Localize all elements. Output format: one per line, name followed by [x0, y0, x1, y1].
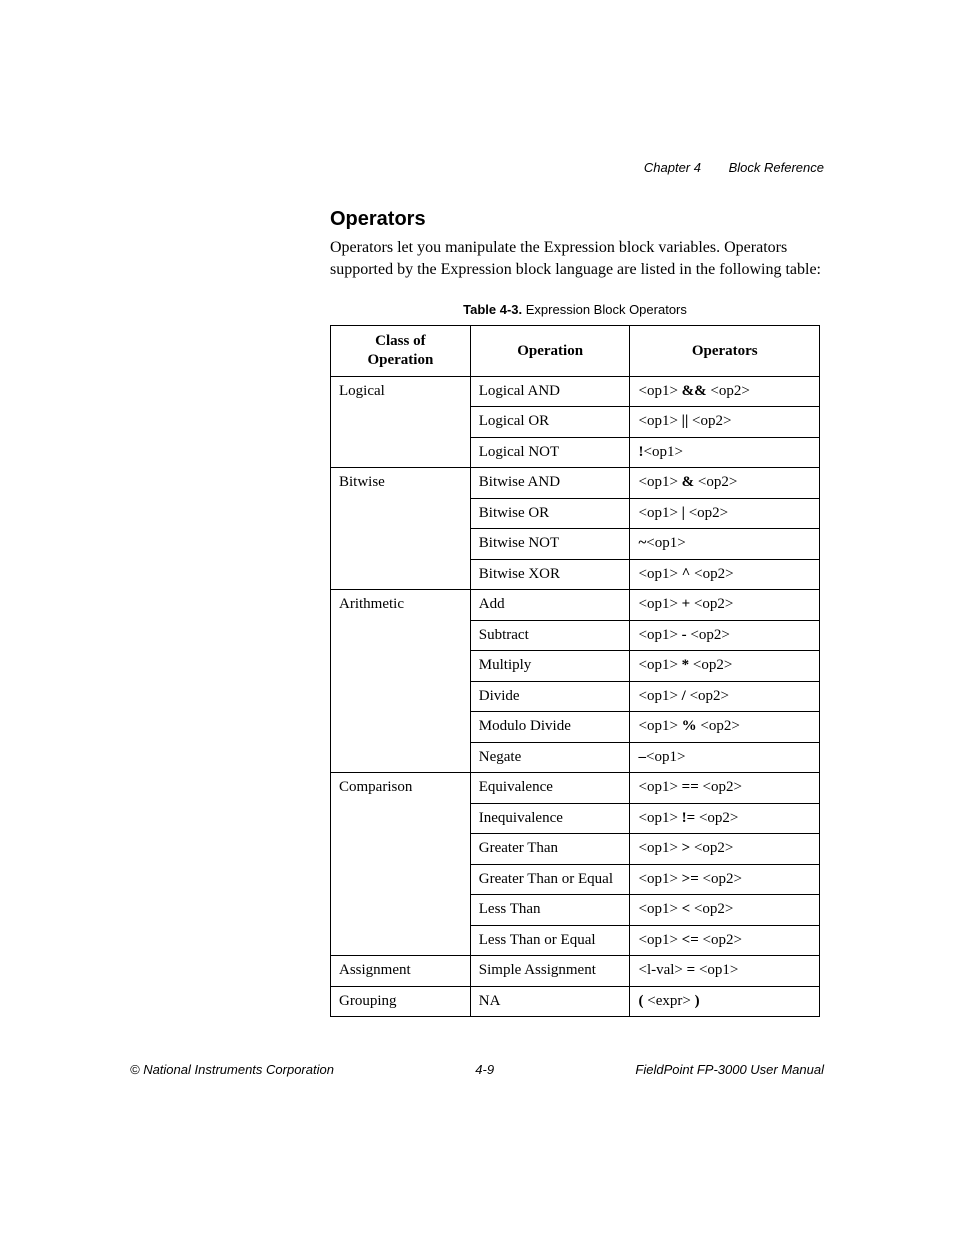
table-row: LogicalLogical AND<op1> && <op2>	[331, 376, 820, 407]
table-row: BitwiseBitwise AND<op1> & <op2>	[331, 468, 820, 499]
class-cell: Comparison	[331, 773, 471, 956]
operation-cell: Add	[470, 590, 630, 621]
operator-cell: <op1> % <op2>	[630, 712, 820, 743]
operator-cell: <op1> / <op2>	[630, 681, 820, 712]
running-head: Chapter 4 Block Reference	[644, 160, 824, 175]
table-caption: Table 4-3. Expression Block Operators	[330, 302, 820, 317]
table-row: ArithmeticAdd<op1> + <op2>	[331, 590, 820, 621]
operator-cell: <op1> ^ <op2>	[630, 559, 820, 590]
operation-cell: Divide	[470, 681, 630, 712]
table-row: ComparisonEquivalence<op1> == <op2>	[331, 773, 820, 804]
running-head-title: Block Reference	[729, 160, 824, 175]
operator-cell: <op1> > <op2>	[630, 834, 820, 865]
operator-cell: <op1> & <op2>	[630, 468, 820, 499]
operator-cell: <op1> * <op2>	[630, 651, 820, 682]
operation-cell: Inequivalence	[470, 803, 630, 834]
operation-cell: Negate	[470, 742, 630, 773]
operator-cell: ~<op1>	[630, 529, 820, 560]
operator-cell: <op1> && <op2>	[630, 376, 820, 407]
operator-cell: <op1> | <op2>	[630, 498, 820, 529]
table-row: AssignmentSimple Assignment<l-val> = <op…	[331, 956, 820, 987]
operator-cell: <op1> || <op2>	[630, 407, 820, 438]
footer-center: 4-9	[475, 1062, 494, 1077]
operation-cell: Less Than or Equal	[470, 925, 630, 956]
class-cell: Bitwise	[331, 468, 471, 590]
operation-cell: Logical AND	[470, 376, 630, 407]
operator-cell: <op1> <= <op2>	[630, 925, 820, 956]
operator-cell: <op1> == <op2>	[630, 773, 820, 804]
operation-cell: NA	[470, 986, 630, 1017]
footer-left: © National Instruments Corporation	[130, 1062, 334, 1077]
operation-cell: Less Than	[470, 895, 630, 926]
page-footer: © National Instruments Corporation 4-9 F…	[130, 1062, 824, 1077]
operation-cell: Logical OR	[470, 407, 630, 438]
col-header-class: Class ofOperation	[331, 326, 471, 377]
operation-cell: Modulo Divide	[470, 712, 630, 743]
col-header-operation: Operation	[470, 326, 630, 377]
operator-cell: <op1> + <op2>	[630, 590, 820, 621]
operator-cell: <op1> != <op2>	[630, 803, 820, 834]
operation-cell: Greater Than	[470, 834, 630, 865]
section-title: Operators	[330, 208, 824, 231]
class-cell: Assignment	[331, 956, 471, 987]
operation-cell: Bitwise AND	[470, 468, 630, 499]
operator-cell: <op1> >= <op2>	[630, 864, 820, 895]
operation-cell: Subtract	[470, 620, 630, 651]
col-header-operators: Operators	[630, 326, 820, 377]
operation-cell: Bitwise XOR	[470, 559, 630, 590]
operation-cell: Greater Than or Equal	[470, 864, 630, 895]
intro-paragraph: Operators let you manipulate the Express…	[330, 237, 824, 280]
table-header-row: Class ofOperation Operation Operators	[331, 326, 820, 377]
table-body: LogicalLogical AND<op1> && <op2>Logical …	[331, 376, 820, 1017]
operator-cell: <op1> - <op2>	[630, 620, 820, 651]
operators-table: Class ofOperation Operation Operators Lo…	[330, 325, 820, 1017]
table-caption-text: Expression Block Operators	[526, 302, 687, 317]
operation-cell: Multiply	[470, 651, 630, 682]
running-head-chapter: Chapter 4	[644, 160, 701, 175]
operation-cell: Simple Assignment	[470, 956, 630, 987]
class-cell: Grouping	[331, 986, 471, 1017]
operator-cell: –<op1>	[630, 742, 820, 773]
table-caption-label: Table 4-3.	[463, 302, 522, 317]
class-cell: Logical	[331, 376, 471, 468]
operation-cell: Bitwise OR	[470, 498, 630, 529]
operator-cell: <l-val> = <op1>	[630, 956, 820, 987]
page: Chapter 4 Block Reference Operators Oper…	[0, 0, 954, 1235]
operation-cell: Bitwise NOT	[470, 529, 630, 560]
operation-cell: Logical NOT	[470, 437, 630, 468]
table-row: GroupingNA( <expr> )	[331, 986, 820, 1017]
operation-cell: Equivalence	[470, 773, 630, 804]
class-cell: Arithmetic	[331, 590, 471, 773]
operator-cell: <op1> < <op2>	[630, 895, 820, 926]
footer-right: FieldPoint FP-3000 User Manual	[635, 1062, 824, 1077]
operator-cell: !<op1>	[630, 437, 820, 468]
operator-cell: ( <expr> )	[630, 986, 820, 1017]
